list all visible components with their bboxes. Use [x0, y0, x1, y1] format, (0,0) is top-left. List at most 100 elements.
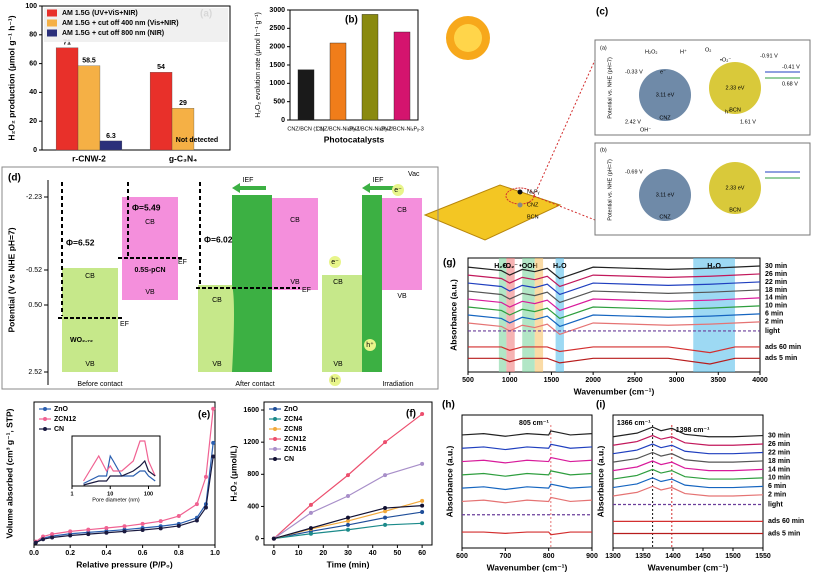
y-tick-label: 500 — [273, 99, 285, 106]
y-axis-label: Absorbance (a.u.) — [595, 445, 605, 517]
series-line — [467, 265, 761, 280]
legend-label: CNZ — [527, 202, 539, 208]
depletion — [362, 195, 382, 372]
legend-dot — [517, 189, 523, 195]
panel-label: (h) — [442, 400, 455, 411]
marker — [308, 502, 313, 507]
series-line — [462, 531, 592, 536]
cb: CB — [212, 297, 222, 304]
x-tick-label: 600 — [456, 553, 468, 560]
legend-marker — [43, 417, 47, 421]
reference-label: 1366 cm⁻¹ — [617, 420, 651, 427]
legend-label: ads 5 min — [768, 530, 800, 537]
marker — [383, 506, 388, 511]
level: 0.68 V — [782, 81, 798, 87]
legend-label: 10 min — [768, 475, 790, 482]
x-tick-label: 3000 — [669, 377, 685, 384]
vb: VB — [397, 293, 407, 300]
sun-core — [454, 24, 482, 52]
marker — [86, 527, 91, 532]
legend-label: ZCN12 — [284, 436, 306, 443]
series-line — [461, 470, 593, 477]
x-tick-label: 1500 — [544, 377, 560, 384]
marker — [158, 526, 163, 531]
cb: CB — [290, 217, 300, 224]
bar — [171, 108, 195, 151]
marker — [41, 537, 46, 542]
x-tick-label: 4000 — [752, 377, 768, 384]
marker — [50, 532, 55, 537]
hole-label: h⁺ — [331, 376, 339, 384]
y-tick-label: 3000 — [269, 7, 285, 14]
electron-label: e⁻ — [394, 187, 402, 194]
phi: Φ=6.52 — [66, 237, 95, 247]
panel-label: (i) — [596, 400, 605, 411]
marker — [140, 528, 145, 533]
series-line — [468, 346, 760, 354]
marker — [68, 529, 73, 534]
ef: EF — [120, 321, 129, 328]
series-line — [82, 440, 156, 482]
bar — [55, 47, 79, 151]
y-tick-label: 20 — [29, 118, 37, 125]
legend-label: 22 min — [768, 449, 790, 456]
marker — [194, 518, 199, 523]
legend-dot — [517, 202, 523, 208]
y-axis-label: Absorbance (a.u.) — [448, 279, 458, 351]
vb: VB — [145, 289, 155, 296]
legend-marker — [43, 407, 47, 411]
ief: IEF — [373, 177, 384, 184]
hole — [329, 374, 341, 386]
sub-label: (b) — [600, 147, 607, 153]
tick-label: -2.23 — [26, 194, 42, 201]
legend-marker — [273, 447, 277, 451]
value-label: 58.5 — [82, 58, 96, 65]
marker — [308, 531, 313, 536]
marker — [203, 505, 208, 510]
bcn-label: BCN — [729, 207, 741, 213]
legend-label: AM 1.5G + cut off 400 nm (Vis+NIR) — [62, 20, 179, 27]
bar — [361, 14, 379, 121]
panel-label: (e) — [198, 410, 210, 421]
bar — [329, 42, 347, 121]
x-tick-label: 40 — [369, 550, 377, 557]
x-tick-label: 1300 — [605, 553, 621, 560]
y-tick-label: 800 — [247, 471, 259, 478]
band-label: •OOH — [519, 263, 537, 270]
marker — [50, 535, 55, 540]
x-tick-label: 0.6 — [138, 550, 148, 557]
bar — [149, 72, 173, 151]
x-tick-label: 10 — [107, 491, 113, 497]
band-label: H₂O — [553, 263, 567, 270]
cnz-sphere — [639, 69, 691, 121]
marker — [308, 510, 313, 515]
legend-label: 2 min — [765, 319, 783, 326]
legend-label: ZCN12 — [54, 416, 76, 423]
tick-label: 0.50 — [28, 302, 42, 309]
level: -0.41 V — [782, 64, 800, 70]
panel-label: (d) — [8, 173, 21, 184]
marker — [33, 540, 38, 545]
y-axis-label: Absorbance (a.u.) — [444, 445, 454, 517]
plot-area — [612, 414, 764, 549]
cb: CB — [397, 207, 407, 214]
tick-label: 2.52 — [28, 369, 42, 376]
x-tick-label: 1450 — [695, 553, 711, 560]
panel-label: (f) — [406, 409, 416, 420]
legend-label: 2 min — [768, 492, 786, 499]
y-tick-label: 1500 — [269, 62, 285, 69]
vb: VB — [333, 361, 343, 368]
marker — [346, 493, 350, 498]
reference-label: 805 cm⁻¹ — [519, 420, 549, 427]
legend-marker — [273, 407, 277, 411]
bar — [99, 140, 123, 151]
marker — [68, 533, 73, 538]
sheet — [423, 184, 562, 241]
band-label: •O₂⁻ — [503, 263, 518, 270]
series-line — [612, 451, 764, 463]
axis-label: Potential (V vs NHE pH=7) — [6, 227, 16, 332]
x-axis-label: Photocatalysts — [324, 134, 385, 144]
panel-frame — [1, 166, 439, 390]
bar — [393, 31, 411, 121]
